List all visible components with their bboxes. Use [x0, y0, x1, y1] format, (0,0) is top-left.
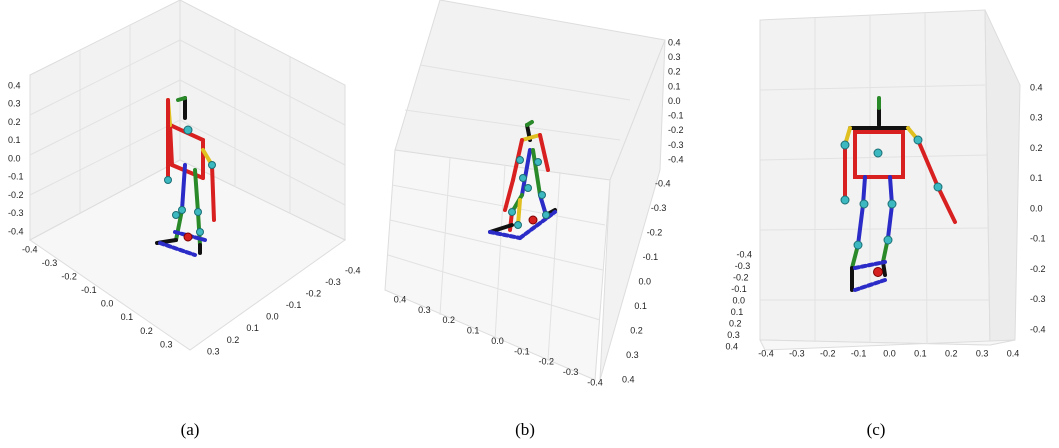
panel-b-grid — [387, 64, 631, 361]
tick-label: -0.4 — [8, 226, 24, 236]
tick-label: 0.3 — [418, 305, 431, 315]
tick-label: 0.2 — [668, 67, 681, 77]
caption: (c) — [867, 420, 886, 439]
tick-label: -0.1 — [81, 285, 97, 295]
tick-label: 0.4 — [725, 341, 738, 351]
tick-label: -0.2 — [647, 227, 663, 237]
tick-label: 0.1 — [668, 81, 681, 91]
tick-label: -0.3 — [42, 258, 58, 268]
tick-label: 0.4 — [622, 374, 635, 384]
tick-label: 0.0 — [668, 96, 681, 106]
tick-label: -0.3 — [8, 208, 24, 218]
tick-label: -0.4 — [587, 377, 603, 387]
tick-label: 0.1 — [121, 312, 134, 322]
tick-label: 0.3 — [207, 346, 220, 356]
tick-label: 0.0 — [491, 336, 504, 346]
tick-label: -0.1 — [514, 346, 530, 356]
tick-label: -0.2 — [668, 125, 684, 135]
tick-label: -0.2 — [61, 272, 77, 282]
tick-label: 0.3 — [727, 330, 740, 340]
tick-label: -0.1 — [643, 252, 659, 262]
joints-a — [164, 125, 216, 242]
tick-label: 0.2 — [1030, 143, 1043, 153]
tick-label: 0.1 — [246, 323, 259, 333]
tick-label: -0.3 — [563, 367, 579, 377]
caption: (b) — [515, 420, 535, 439]
tick-label: 0.2 — [227, 335, 240, 345]
joints-b — [508, 156, 550, 229]
tick-label: 0.2 — [8, 117, 21, 127]
tick-label: 0.3 — [976, 348, 989, 358]
tick-label: 0.3 — [160, 339, 173, 349]
tick-label: 0.2 — [630, 325, 643, 335]
tick-label: 0.1 — [467, 326, 480, 336]
tick-label: 0.1 — [634, 301, 647, 311]
tick-label: 0.4 — [394, 294, 407, 304]
tick-label: 0.4 — [1007, 348, 1020, 358]
tick-label: -0.3 — [1030, 294, 1046, 304]
tick-label: -0.3 — [325, 277, 341, 287]
panel-a-grid — [29, 25, 346, 213]
tick-label: 0.0 — [1030, 203, 1043, 213]
tick-label: 0.3 — [668, 52, 681, 62]
tick-label: -0.2 — [820, 348, 836, 358]
tick-label: 0.1 — [914, 348, 927, 358]
tick-label: -0.3 — [651, 203, 667, 213]
tick-label: 0.3 — [8, 99, 21, 109]
tick-label: 0.4 — [8, 80, 21, 90]
tick-label: 0.1 — [8, 135, 21, 145]
tick-label: 0.0 — [266, 312, 279, 322]
tick-label: -0.4 — [736, 249, 752, 259]
tick-label: -0.1 — [286, 300, 302, 310]
tick-label: -0.4 — [345, 265, 361, 275]
panel-b-box — [384, 0, 666, 381]
tick-label: -0.1 — [668, 111, 684, 121]
tick-label: 0.4 — [1030, 82, 1043, 92]
tick-label: -0.2 — [8, 190, 24, 200]
panel-a-box — [29, 0, 346, 351]
tick-label: 0.2 — [729, 318, 742, 328]
caption: (a) — [181, 420, 200, 439]
tick-label: 0.3 — [626, 350, 639, 360]
tick-label: -0.4 — [655, 178, 671, 188]
tick-label: 0.1 — [731, 307, 744, 317]
tick-label: 0.2 — [442, 315, 455, 325]
tick-label: 0.0 — [883, 348, 896, 358]
tick-label: -0.3 — [668, 140, 684, 150]
tick-label: -0.2 — [733, 272, 749, 282]
tick-label: 0.1 — [1030, 173, 1043, 183]
tick-label: 0.0 — [639, 276, 652, 286]
tick-label: -0.4 — [668, 154, 684, 164]
tick-label: 0.4 — [668, 37, 681, 47]
tick-label: -0.4 — [758, 348, 774, 358]
tick-label: -0.1 — [851, 348, 867, 358]
tick-label: -0.3 — [789, 348, 805, 358]
tick-label: -0.2 — [538, 357, 554, 367]
tick-label: -0.4 — [1030, 324, 1046, 334]
tick-label: 0.2 — [945, 348, 958, 358]
tick-label: -0.2 — [306, 289, 322, 299]
tick-label: 0.3 — [1030, 113, 1043, 123]
tick-label: -0.1 — [1030, 234, 1046, 244]
tick-label: -0.2 — [1030, 264, 1046, 274]
panel-c-grid — [759, 12, 989, 345]
joints-c — [840, 135, 943, 277]
tick-label: 0.0 — [732, 295, 745, 305]
tick-label: 0.2 — [140, 326, 153, 336]
tick-label: -0.1 — [731, 284, 747, 294]
tick-label: 0.0 — [8, 153, 21, 163]
tick-label: -0.3 — [735, 261, 751, 271]
tick-label: -0.1 — [8, 172, 24, 182]
tick-label: -0.4 — [22, 244, 38, 254]
tick-label: 0.0 — [101, 299, 114, 309]
